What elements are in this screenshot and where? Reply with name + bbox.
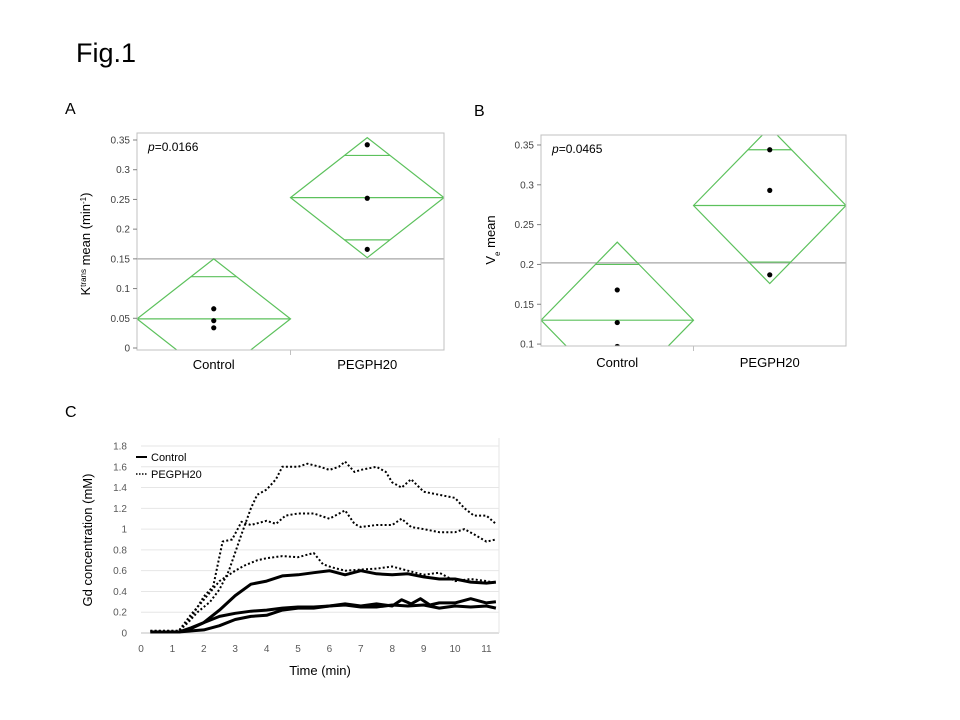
chart-b-point-0-0 xyxy=(614,287,620,293)
chart-b-point-1-2 xyxy=(767,272,773,278)
chart-b-ytick-label-1: 0.15 xyxy=(515,300,535,311)
chart-b-ytick-label-4: 0.3 xyxy=(520,180,534,191)
chart-b-point-1-1 xyxy=(767,187,773,193)
panel-label-a: A xyxy=(65,101,76,118)
chart-c-ytick-label-4: 0.8 xyxy=(113,545,127,556)
chart-b-ytick-label-0: 0.1 xyxy=(520,340,534,351)
chart-c-xtick-label-0: 0 xyxy=(138,644,144,655)
chart-a-ytick-label-3: 0.15 xyxy=(111,254,131,265)
chart-b-category-label-1: PEGPH20 xyxy=(740,355,800,370)
chart-c-xtick-label-10: 10 xyxy=(449,644,461,655)
chart-a-p-number: =0.0166 xyxy=(155,140,199,154)
chart-a-ylabel-unit-sup: -1 xyxy=(79,196,88,204)
chart-c-ytick-label-0: 0 xyxy=(121,629,127,640)
chart-c-xtick-label-6: 6 xyxy=(327,644,333,655)
chart-c-series-5 xyxy=(150,552,497,632)
chart-c-xtick-label-4: 4 xyxy=(264,644,270,655)
chart-c-xtick-label-8: 8 xyxy=(389,644,395,655)
chart-b-point-0-2 xyxy=(614,343,620,346)
chart-a-ylabel-rest: mean (min xyxy=(78,204,93,269)
chart-a-ylabel-sup: trans xyxy=(79,269,88,287)
chart-b-p-number: =0.0465 xyxy=(559,142,603,156)
chart-a-ylabel-close: ) xyxy=(78,193,93,197)
chart-b-p-value: p=0.0465 xyxy=(551,142,603,156)
chart-c-xlabel: Time (min) xyxy=(289,663,351,678)
chart-b-p-label: p xyxy=(551,142,559,156)
chart-c-xtick-label-3: 3 xyxy=(232,644,238,655)
chart-a-category-label-1: PEGPH20 xyxy=(337,357,397,372)
chart-b-frame xyxy=(540,134,847,347)
chart-c-ytick-label-8: 1.6 xyxy=(113,462,127,473)
chart-a-ytick-label-0: 0 xyxy=(124,344,130,355)
chart-c-legend-label-0: Control xyxy=(151,452,186,464)
chart-b-ytick-label-3: 0.25 xyxy=(515,220,535,231)
chart-b-ylabel-sub: e xyxy=(493,251,502,256)
chart-c-xtick-label-5: 5 xyxy=(295,644,301,655)
chart-c-ytick-label-3: 0.6 xyxy=(113,566,127,577)
chart-c-series-1 xyxy=(150,597,497,634)
chart-a-point-1-1 xyxy=(364,195,370,201)
chart-a-point-0-0 xyxy=(211,306,217,312)
chart-b-category-label-0: Control xyxy=(596,355,638,370)
chart-a-category-label-0: Control xyxy=(193,357,235,372)
chart-c-ytick-label-7: 1.4 xyxy=(113,483,127,494)
chart-a-ylabel: Ktrans mean (min-1) xyxy=(78,193,93,296)
chart-a-ytick-label-4: 0.2 xyxy=(116,225,130,236)
chart-a-plot-area xyxy=(137,136,444,350)
chart-c-ytick-label-2: 0.4 xyxy=(113,587,127,598)
chart-a-p-label: p xyxy=(147,140,155,154)
chart-c-xtick-label-7: 7 xyxy=(358,644,364,655)
chart-a-ylabel-base: K xyxy=(78,286,93,295)
chart-a-diamond-1 xyxy=(289,136,444,259)
chart-c-ytick-label-5: 1 xyxy=(121,525,127,536)
chart-a-ytick-label-7: 0.35 xyxy=(111,136,131,147)
chart-c-ytick-label-1: 0.2 xyxy=(113,608,127,619)
chart-b-ytick-label-2: 0.2 xyxy=(520,260,534,271)
chart-c-xtick-label-1: 1 xyxy=(170,644,176,655)
chart-c-ytick-label-6: 1.2 xyxy=(113,504,127,515)
chart-b-point-0-1 xyxy=(614,319,620,326)
figure-title: Fig.1 xyxy=(76,38,137,68)
chart-c-series-3 xyxy=(150,460,497,632)
chart-b-ytick-label-5: 0.35 xyxy=(515,140,535,151)
chart-a-ytick-label-6: 0.3 xyxy=(116,165,130,176)
chart-a-point-1-0 xyxy=(364,142,370,148)
chart-b-ylabel-rest: mean xyxy=(483,215,498,251)
chart-c-series-0 xyxy=(150,569,497,634)
chart-b-ylabel-base: V xyxy=(483,256,498,265)
chart-a-point-0-1 xyxy=(211,318,217,324)
chart-c-xtick-label-11: 11 xyxy=(481,644,492,655)
chart-a-point-1-2 xyxy=(364,246,370,252)
chart-c-series-2 xyxy=(150,603,497,634)
chart-b-diamond-1 xyxy=(692,135,846,285)
chart-c-xtick-label-2: 2 xyxy=(201,644,207,655)
chart-b-point-1-0 xyxy=(767,147,773,153)
chart-a-ytick-label-5: 0.25 xyxy=(111,195,131,206)
chart-a-frame xyxy=(136,132,445,351)
chart-a-ytick-label-2: 0.1 xyxy=(116,284,130,295)
chart-a-ytick-label-1: 0.05 xyxy=(111,314,131,325)
chart-c-legend-label-1: PEGPH20 xyxy=(151,469,202,481)
chart-a-p-value: p=0.0166 xyxy=(147,140,199,154)
chart-b-ylabel: Ve mean xyxy=(483,215,502,264)
chart-a-point-0-2 xyxy=(211,325,217,331)
chart-b-plot-area xyxy=(541,135,846,346)
chart-c-xtick-label-9: 9 xyxy=(421,644,427,655)
chart-c-ytick-label-9: 1.8 xyxy=(113,442,127,453)
panel-label-b: B xyxy=(474,103,485,120)
chart-c-ylabel: Gd concentration (mM) xyxy=(80,474,95,607)
panel-label-c: C xyxy=(65,404,77,421)
